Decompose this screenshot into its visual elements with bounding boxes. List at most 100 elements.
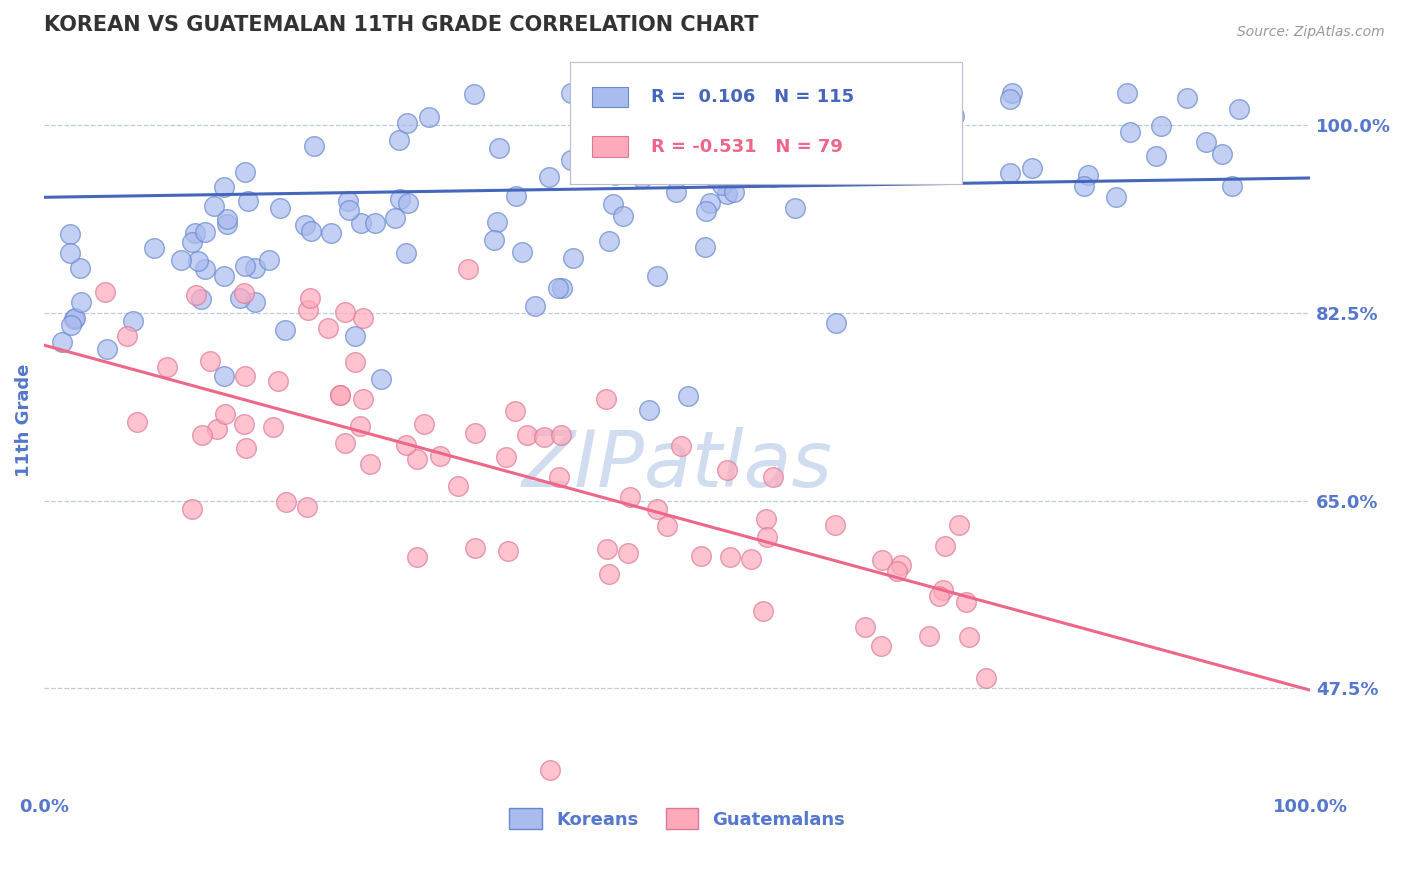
Point bbox=[755, 512, 778, 526]
Point bbox=[352, 392, 374, 406]
Point bbox=[859, 162, 882, 177]
Point bbox=[1220, 179, 1243, 194]
Point bbox=[678, 388, 700, 402]
Point bbox=[1227, 103, 1250, 117]
Point bbox=[359, 457, 381, 471]
Point bbox=[756, 530, 779, 544]
Point bbox=[783, 201, 806, 215]
Point bbox=[59, 246, 82, 260]
Point bbox=[388, 133, 411, 147]
Point bbox=[321, 226, 343, 240]
Point bbox=[762, 170, 785, 185]
Point bbox=[233, 417, 256, 432]
Point bbox=[187, 254, 209, 268]
Point bbox=[602, 196, 624, 211]
Point bbox=[1195, 135, 1218, 149]
Point bbox=[353, 311, 375, 326]
Point bbox=[538, 763, 561, 777]
Point bbox=[212, 180, 235, 194]
Point bbox=[329, 387, 352, 401]
Point bbox=[384, 211, 406, 225]
Point bbox=[1000, 166, 1022, 180]
Point bbox=[1175, 90, 1198, 104]
Point bbox=[598, 234, 620, 248]
Point bbox=[1077, 168, 1099, 182]
Point bbox=[349, 419, 371, 434]
Point bbox=[825, 316, 848, 330]
Point bbox=[69, 261, 91, 276]
Point bbox=[716, 463, 738, 477]
Point bbox=[533, 430, 555, 444]
Point bbox=[773, 120, 796, 135]
Point bbox=[561, 251, 583, 265]
Point bbox=[350, 216, 373, 230]
Point bbox=[498, 543, 520, 558]
Point bbox=[335, 305, 357, 319]
Point bbox=[214, 407, 236, 421]
Point bbox=[928, 590, 950, 604]
Point bbox=[215, 217, 238, 231]
Point bbox=[295, 500, 318, 515]
Point bbox=[693, 240, 716, 254]
Point bbox=[603, 168, 626, 182]
Point bbox=[396, 196, 419, 211]
Point bbox=[298, 291, 321, 305]
Point bbox=[723, 186, 745, 200]
Point bbox=[560, 153, 582, 167]
Point bbox=[761, 469, 783, 483]
Point bbox=[690, 549, 713, 564]
Point bbox=[243, 261, 266, 276]
Point bbox=[598, 566, 620, 581]
Point bbox=[243, 294, 266, 309]
Point bbox=[186, 288, 208, 302]
Point bbox=[669, 439, 692, 453]
FancyBboxPatch shape bbox=[592, 136, 628, 157]
Point bbox=[333, 436, 356, 450]
Point bbox=[190, 293, 212, 307]
Point bbox=[337, 203, 360, 218]
Point bbox=[619, 490, 641, 504]
Point bbox=[115, 329, 138, 343]
Point bbox=[96, 343, 118, 357]
Point bbox=[233, 259, 256, 273]
Point bbox=[394, 437, 416, 451]
Point bbox=[343, 355, 366, 369]
Point bbox=[955, 595, 977, 609]
FancyBboxPatch shape bbox=[569, 62, 962, 184]
Point bbox=[488, 140, 510, 154]
Point bbox=[886, 564, 908, 578]
Point bbox=[665, 185, 688, 199]
Point bbox=[974, 671, 997, 685]
Point bbox=[233, 165, 256, 179]
Point bbox=[170, 253, 193, 268]
Point bbox=[934, 539, 956, 553]
Point bbox=[596, 541, 619, 556]
Point bbox=[551, 281, 574, 295]
Point bbox=[318, 320, 340, 334]
Point bbox=[200, 354, 222, 368]
Point bbox=[811, 161, 834, 176]
Point bbox=[181, 502, 204, 516]
Point bbox=[294, 218, 316, 232]
Point bbox=[181, 235, 204, 250]
Point bbox=[943, 110, 966, 124]
Point bbox=[495, 450, 517, 465]
Point bbox=[637, 403, 659, 417]
Point bbox=[267, 374, 290, 388]
Point bbox=[257, 253, 280, 268]
Point bbox=[627, 161, 650, 175]
Point bbox=[761, 167, 783, 181]
Point bbox=[657, 518, 679, 533]
Point bbox=[235, 369, 257, 384]
Point bbox=[217, 211, 239, 226]
Point bbox=[299, 224, 322, 238]
Point bbox=[710, 161, 733, 175]
Point bbox=[207, 422, 229, 436]
Point bbox=[406, 451, 429, 466]
Point bbox=[516, 428, 538, 442]
Point bbox=[714, 138, 737, 153]
Point bbox=[388, 192, 411, 206]
Point bbox=[94, 285, 117, 300]
Point bbox=[336, 194, 359, 208]
Point bbox=[125, 415, 148, 429]
